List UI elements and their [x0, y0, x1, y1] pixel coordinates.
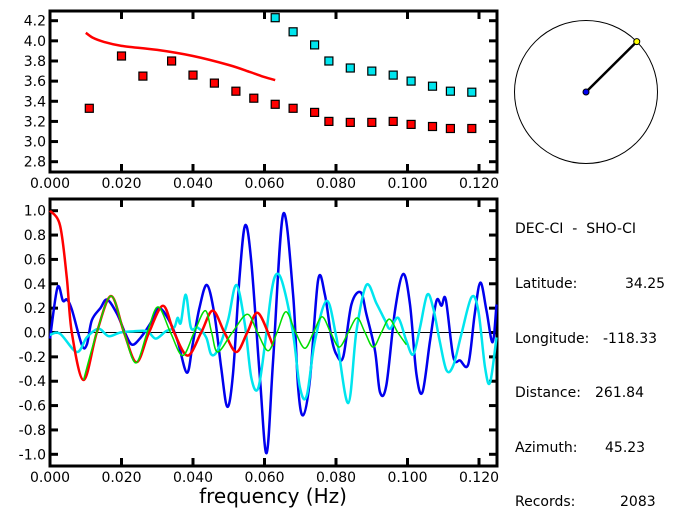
series-line-3: [82, 295, 408, 381]
data-point: [445, 86, 455, 96]
data-point: [249, 93, 259, 103]
x-tick-label: 0.080: [316, 470, 356, 486]
y-tick-label: 4.2: [24, 14, 46, 30]
series-line-2: [48, 209, 275, 382]
info-label: Latitude:: [515, 276, 578, 292]
x-tick-label: 0.060: [244, 470, 284, 486]
y-tick-label: 0.0: [24, 326, 46, 342]
info-value: 45.23: [605, 439, 646, 456]
station-pair: DEC-CI - SHO-CI: [515, 221, 636, 238]
data-point: [231, 86, 241, 96]
data-point: [324, 56, 334, 66]
velocity-panel: 0.000 0.020 0.040 0.060 0.080 0.100 0.120 2.8 3.…: [24, 9, 499, 192]
x-tick-label: 0.040: [173, 470, 213, 486]
y-tick-label: 0.2: [24, 301, 46, 317]
map-circle: [514, 20, 658, 164]
x-tick-label: 0.120: [459, 470, 499, 486]
data-point: [188, 70, 198, 80]
y-tick-label: 2.8: [24, 155, 46, 171]
x-tick-label: 0.000: [30, 470, 70, 486]
data-point: [445, 123, 455, 134]
data-point: [324, 116, 334, 127]
x-tick-label: 0.080: [316, 176, 356, 192]
data-point: [427, 81, 438, 91]
data-point: [270, 13, 280, 23]
data-point: [116, 51, 127, 61]
y-tick-label: 1.0: [24, 204, 46, 220]
data-point: [367, 117, 377, 128]
data-point: [406, 119, 416, 130]
azimuth-line: [585, 40, 638, 93]
y-tick-label: 3.8: [24, 54, 46, 70]
x-tick-label: 0.020: [101, 176, 141, 192]
data-point: [467, 87, 477, 97]
info-label: Azimuth:: [515, 439, 578, 456]
x-tick-label: 0.020: [101, 470, 141, 486]
info-latitude: Latitude: 34.25: [515, 275, 665, 293]
data-point: [167, 56, 177, 66]
info-value: -118.33: [603, 330, 658, 347]
chart-canvas: 0.000 0.020 0.040 0.060 0.080 0.100 0.120 2.8 3.…: [19, 9, 658, 508]
data-point: [310, 40, 320, 50]
y-tick-label: 4.0: [24, 34, 46, 50]
data-point: [138, 71, 148, 81]
data-point: [288, 27, 298, 37]
data-point: [345, 117, 355, 128]
source-marker: [633, 38, 641, 46]
data-point: [388, 116, 398, 127]
data-point: [467, 123, 477, 134]
x-tick-label: 0.060: [244, 176, 284, 192]
info-value: 261.84: [595, 385, 644, 402]
data-point: [84, 103, 94, 113]
x-tick-label: 0.100: [387, 470, 427, 486]
data-point: [310, 107, 320, 118]
data-point: [367, 66, 377, 76]
plot-frame: [48, 9, 499, 174]
info-label: Distance:: [515, 385, 581, 402]
y-tick-label: -0.6: [19, 399, 46, 415]
y-tick-label: 3.6: [24, 74, 46, 90]
series-line-2: [85, 31, 276, 82]
data-point: [427, 121, 438, 132]
info-label: Longitude:: [515, 330, 590, 347]
info-label: Records:: [515, 494, 576, 511]
series-line-1: [49, 272, 498, 405]
info-azimuth: Azimuth: 45.23: [515, 439, 645, 457]
info-longitude: Longitude: -118.33: [515, 330, 657, 348]
data-point: [406, 76, 416, 86]
data-point: [388, 70, 398, 80]
data-point: [288, 103, 298, 113]
y-tick-label: -1.0: [19, 447, 46, 463]
y-tick-label: 0.6: [24, 252, 46, 268]
station-marker: [582, 88, 590, 96]
info-value: 34.25: [625, 276, 666, 292]
y-tick-label: -0.2: [19, 350, 46, 366]
station-info: DEC-CI - SHO-CI Latitude: 34.25 Longitude…: [515, 184, 665, 530]
x-tick-label: 0.040: [173, 176, 213, 192]
azimuth-map: [514, 20, 658, 164]
y-tick-label: 3.2: [24, 114, 46, 130]
x-axis-label: frequency (Hz): [199, 484, 347, 508]
y-tick-label: -0.4: [19, 374, 46, 390]
data-point: [345, 63, 355, 73]
y-tick-label: 3.0: [24, 135, 46, 151]
info-distance: Distance: 261.84: [515, 384, 644, 402]
data-point: [270, 99, 280, 109]
info-value: 2083: [620, 494, 656, 511]
y-tick-label: 3.4: [24, 94, 46, 110]
correlation-panel: 0.000 0.020 0.040 0.060 0.080 0.100 0.120 1.0 0.…: [19, 197, 499, 486]
x-tick-label: 0.000: [30, 176, 70, 192]
x-tick-label: 0.120: [459, 176, 499, 192]
y-tick-label: -0.8: [19, 423, 46, 439]
data-point: [209, 78, 219, 88]
y-tick-label: 0.4: [24, 277, 46, 293]
x-tick-label: 0.100: [387, 176, 427, 192]
y-tick-label: 0.8: [24, 228, 46, 244]
info-records: Records: 2083: [515, 493, 656, 511]
